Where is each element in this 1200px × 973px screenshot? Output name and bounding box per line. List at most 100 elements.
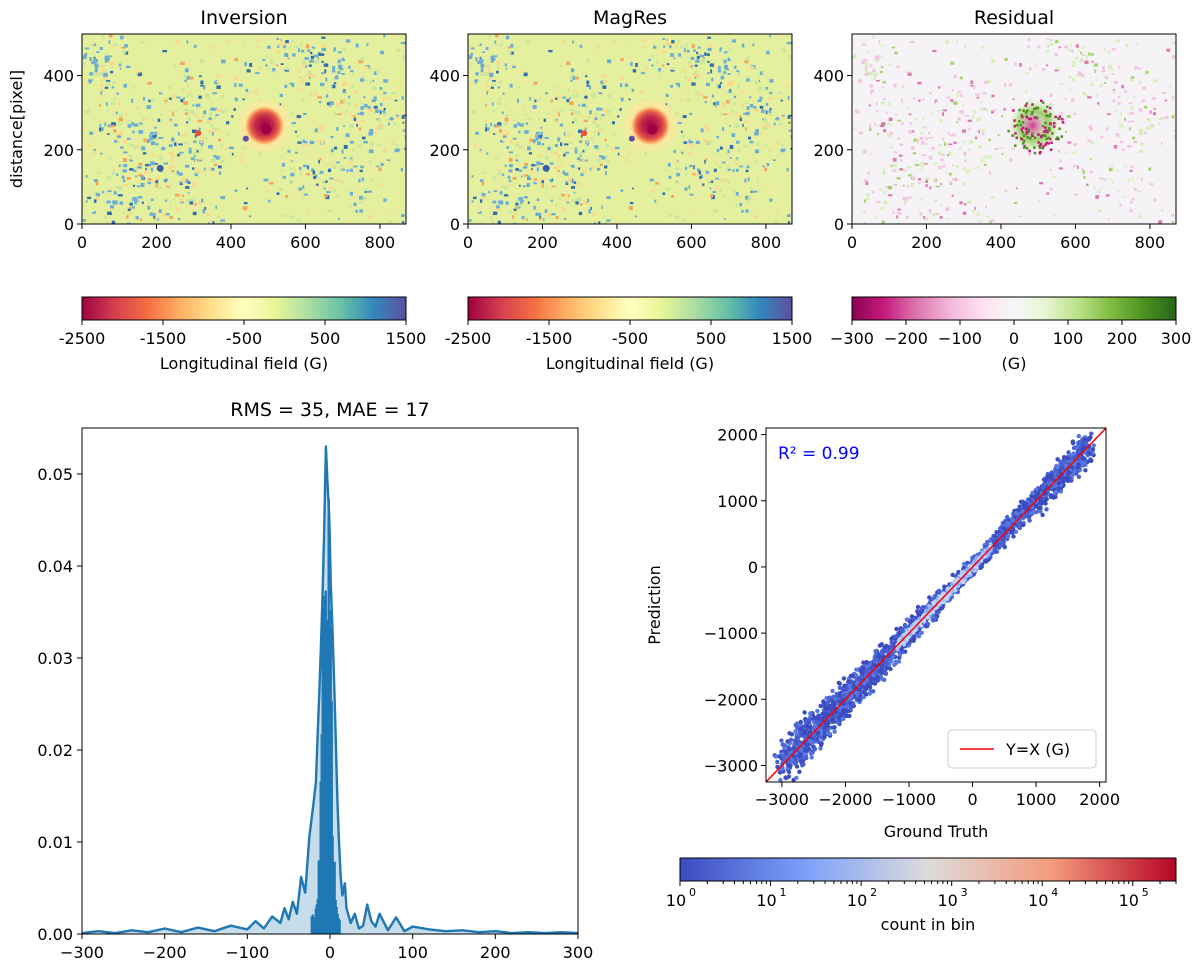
magnetic-feature [279,93,284,97]
magnetic-feature [108,40,111,44]
magnetic-feature [541,137,544,141]
residual-feature [923,162,928,165]
magnetic-feature [572,40,575,44]
residual-feature [917,81,922,85]
magnetic-feature [648,58,651,62]
magnetic-feature [388,97,393,100]
scatter-point [879,666,884,671]
residual-feature [1086,183,1089,186]
magnetic-feature [382,97,387,101]
magnetic-feature [173,197,176,200]
residual-feature [1082,91,1087,96]
magnetic-feature [680,45,685,49]
residual-feature [962,167,967,171]
magnetic-feature [349,192,353,196]
magnetic-feature [570,164,575,168]
magnetic-feature [284,84,288,88]
scatter-point [812,725,817,730]
magnetic-feature [314,60,320,65]
magnetic-feature [700,54,705,58]
magnetic-feature [368,149,374,154]
residual-feature [864,210,866,214]
magnetic-feature [599,127,604,130]
magnetic-feature [694,75,697,79]
magnetic-feature [282,175,286,179]
magnetic-feature [329,105,331,107]
magnetic-feature [790,147,792,150]
magnetic-feature [503,185,509,190]
magnetic-feature [211,131,214,136]
residual-feature [1123,90,1128,93]
magnetic-feature [719,82,723,85]
residual-speck [1038,146,1042,149]
residual-feature [897,222,901,224]
residual-feature [930,113,933,115]
magnetic-feature [558,112,560,117]
magnetic-feature [316,59,319,62]
magnetic-feature [544,209,548,213]
magnetic-feature [573,117,577,121]
magnetic-feature [675,215,680,219]
magnetic-feature [200,84,205,87]
magnetic-feature [229,146,234,150]
magnetic-feature [104,215,107,219]
magnetic-feature [537,181,541,183]
residual-feature [908,130,913,134]
residual-feature [1152,97,1156,100]
magnetic-feature [591,94,596,97]
y-tick-label: 400 [429,67,460,86]
magnetic-feature [195,103,201,107]
magnetic-feature [499,168,502,172]
magnetic-feature [558,164,562,168]
magnetic-feature [706,53,710,56]
magnetic-feature [759,105,764,109]
magnetic-feature [338,167,343,172]
magnetic-feature [324,69,327,74]
magnetic-feature [754,149,760,154]
residual-feature [882,81,886,84]
magnetic-feature [685,43,688,48]
magnetic-feature [523,72,528,77]
residual-feature [1073,193,1078,196]
magnetic-feature [177,218,181,220]
magnetic-feature [136,198,139,201]
magnetic-feature [133,145,137,150]
magnetic-feature [717,70,722,73]
magnetic-feature [628,153,631,157]
magnetic-feature [769,91,773,95]
magnetic-feature [353,165,358,168]
y-tick-label: 0 [834,215,844,234]
residual-feature [1146,70,1149,74]
magnetic-feature [755,128,759,133]
magnetic-feature [474,79,478,84]
magnetic-feature [349,168,354,172]
magnetic-feature [536,167,539,172]
magnetic-feature [557,153,561,157]
magnetic-feature [595,112,598,116]
magnetic-feature [141,201,144,204]
magnetic-feature [590,136,593,140]
magnetic-feature [727,57,730,61]
scatter-point [860,665,865,670]
magnetic-feature [714,186,718,190]
magnetic-feature [761,109,765,113]
residual-feature [1069,43,1072,47]
magnetic-feature [581,115,585,117]
magnetic-feature [120,164,123,167]
magnetic-feature [116,173,119,177]
magnetic-feature [535,131,540,135]
scatter-point [809,755,814,760]
magnetic-feature [303,112,307,115]
magnetic-feature [378,118,382,123]
residual-feature [868,104,871,107]
magnetic-feature [519,123,524,127]
magnetic-feature [666,38,668,42]
magnetic-feature [315,94,318,97]
magnetic-feature [95,181,99,186]
magnetic-feature [748,96,752,99]
magnetic-feature [85,109,90,114]
scatter-point [842,683,847,688]
residual-feature [1099,84,1103,88]
magnetic-feature [709,187,712,190]
magnetic-feature [565,172,569,176]
